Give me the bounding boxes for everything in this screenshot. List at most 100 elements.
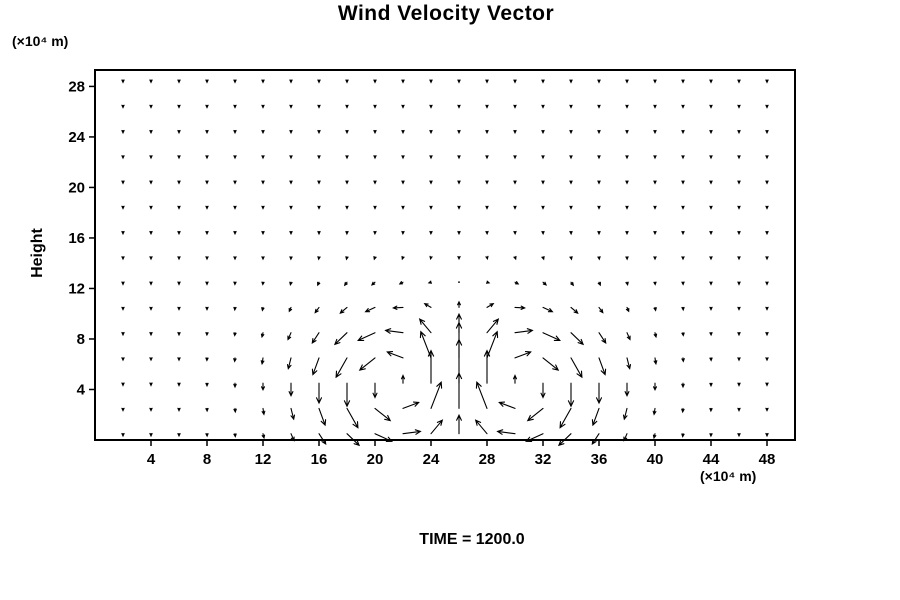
wind-vector [402,429,422,435]
wind-vector [345,230,349,236]
wind-vector [233,180,237,185]
wind-vector [653,180,657,185]
wind-vector [261,306,265,312]
wind-vector [498,401,516,409]
wind-vector [290,407,296,421]
wind-vector [121,357,125,362]
wind-vector [177,155,181,160]
wind-vector [681,180,685,185]
wind-vector [626,332,631,341]
wind-vector [570,306,579,314]
wind-vector [205,357,209,362]
wind-vector [205,332,209,337]
wind-vector [205,230,209,236]
wind-vector [345,205,349,210]
wind-vector [625,129,629,135]
wind-vector [261,129,265,135]
wind-vector [709,357,713,362]
wind-vector [289,129,293,135]
x-tick-label: 16 [311,451,328,468]
wind-vector [765,306,769,311]
y-tick-label: 20 [68,179,85,196]
wind-vector [709,382,713,388]
wind-vector [233,129,237,135]
wind-vector [597,281,601,287]
wind-vector [525,433,544,443]
wind-vector [513,104,517,109]
wind-vector [121,104,125,109]
wind-vector [485,205,489,210]
x-tick-label: 28 [479,451,496,468]
wind-vector [681,433,685,438]
wind-vector [485,230,489,236]
wind-vector [591,433,600,445]
wind-vector [681,205,685,210]
wind-vector [177,281,181,286]
wind-vector [514,328,534,334]
wind-vector [370,281,376,286]
wind-vector [681,155,685,160]
wind-vector [709,281,713,286]
wind-vector [429,255,433,261]
wind-vector [121,79,125,84]
wind-vector [345,104,349,109]
wind-vector [765,331,769,337]
wind-vector [457,255,461,261]
wind-vector [121,205,125,210]
wind-vector [317,129,321,135]
wind-vector [681,230,685,236]
wind-vector [709,129,713,135]
wind-vector [513,230,517,236]
wind-vector [373,104,377,109]
wind-vector [765,281,769,286]
wind-vector [149,129,153,135]
wind-vector [597,230,601,236]
wind-vector [709,306,713,312]
wind-vector [401,255,405,261]
wind-vector [709,180,713,185]
wind-vector [233,205,237,210]
wind-vector [205,407,209,413]
wind-vector [496,429,516,435]
wind-vector [261,205,265,210]
wind-vector [557,433,572,447]
wind-vector [233,230,237,236]
wind-vector [597,205,601,210]
wind-vector [457,129,461,135]
wind-vector [737,155,741,160]
wind-vector [177,382,181,387]
wind-vector [709,104,713,109]
y-tick-label: 4 [77,381,86,398]
wind-vector [569,205,573,210]
wind-vector [542,357,560,371]
wind-vector-dot [458,281,460,284]
wind-vector [287,332,292,341]
wind-vector [205,205,209,210]
wind-vector [318,433,327,445]
wind-vector [205,129,209,135]
wind-vector [233,332,237,337]
wind-vector [311,357,320,376]
wind-vector [625,104,629,109]
wind-vector [233,155,237,160]
wind-vector [364,306,376,313]
wind-vector [261,256,265,261]
wind-vector [177,129,181,135]
wind-vector [681,306,685,312]
wind-vector [401,155,405,160]
wind-vector [429,129,433,135]
wind-vector [358,357,376,371]
wind-vector [514,281,520,285]
wind-vector [737,180,741,185]
wind-vector [233,306,237,312]
wind-vector [121,306,125,311]
wind-vector [457,205,461,210]
wind-vector [317,205,321,210]
wind-vector [357,332,376,341]
wind-vector [345,180,349,185]
wind-vector [597,155,601,160]
wind-vector [513,79,517,84]
wind-vector [737,230,741,236]
wind-vector [233,281,237,286]
wind-vector [541,155,545,160]
